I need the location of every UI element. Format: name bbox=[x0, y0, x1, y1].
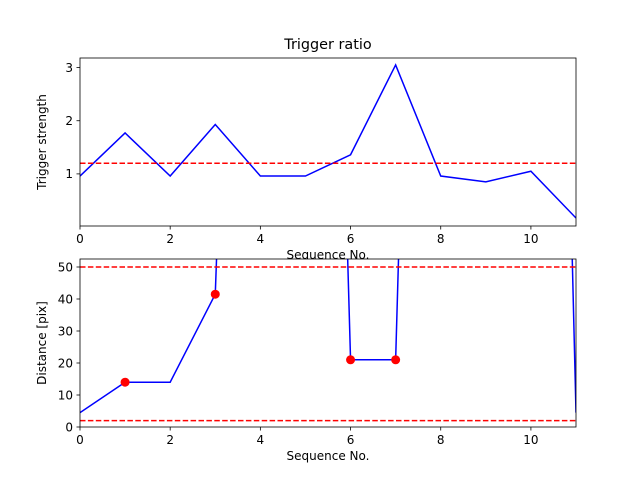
distance-x-tick-label: 0 bbox=[76, 433, 84, 447]
trigger-chart-title: Trigger ratio bbox=[283, 37, 372, 53]
distance-y-tick-label: 20 bbox=[58, 356, 73, 370]
distance-x-tick-label: 6 bbox=[347, 433, 355, 447]
distance-y-tick-label: 40 bbox=[58, 292, 73, 306]
trigger-y-tick-label: 2 bbox=[65, 114, 73, 128]
distance-y-axis-label: Distance [pix] bbox=[35, 301, 49, 385]
trigger-x-tick-label: 8 bbox=[437, 232, 445, 246]
trigger-x-axis-label: Sequence No. bbox=[287, 248, 370, 262]
distance-axes-frame bbox=[79, 258, 577, 428]
distance-marker-point bbox=[346, 355, 356, 365]
distance-x-axis-label: Sequence No. bbox=[287, 449, 370, 463]
distance-x-tick-label: 4 bbox=[257, 433, 265, 447]
trigger-x-tick-label: 6 bbox=[347, 232, 355, 246]
trigger-x-tick-label: 0 bbox=[76, 232, 84, 246]
trigger-y-tick-label: 1 bbox=[65, 167, 73, 181]
distance-marker-point bbox=[391, 355, 401, 365]
trigger-x-tick-label: 4 bbox=[257, 232, 265, 246]
distance-axes-background bbox=[80, 259, 576, 427]
trigger-x-tick-label: 10 bbox=[523, 232, 538, 246]
trigger-axes-frame bbox=[79, 57, 577, 227]
distance-plot-area bbox=[80, 259, 576, 422]
distance-x-tick-label: 10 bbox=[523, 433, 538, 447]
distance-marker-point bbox=[210, 289, 220, 299]
distance-y-tick-label: 50 bbox=[58, 260, 73, 274]
distance-y-tick-label: 0 bbox=[65, 420, 73, 434]
trigger-y-tick-label: 3 bbox=[65, 61, 73, 75]
trigger-x-tick-label: 2 bbox=[166, 232, 174, 246]
trigger-y-axis-label: Trigger strength bbox=[35, 94, 49, 191]
distance-x-tick-label: 8 bbox=[437, 433, 445, 447]
distance-y-tick-label: 30 bbox=[58, 324, 73, 338]
trigger-series-line-0 bbox=[80, 63, 576, 219]
distance-marker-point bbox=[120, 377, 130, 387]
distance-x-tick-label: 2 bbox=[166, 433, 174, 447]
trigger-plot-area bbox=[80, 63, 576, 219]
distance-y-tick-label: 10 bbox=[58, 388, 73, 402]
distance-series-line-0 bbox=[80, 259, 576, 414]
distance-axes: 0 2 4 6 8 10 0 10 20 30 40 50 Sequence No. Distance [… bbox=[35, 258, 577, 463]
